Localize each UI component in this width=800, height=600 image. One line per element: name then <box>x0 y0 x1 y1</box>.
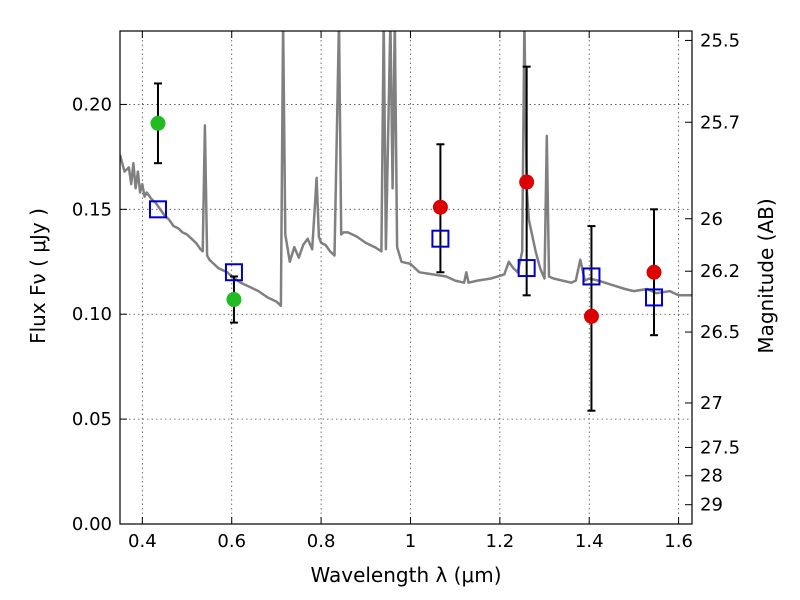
model-photometry-square <box>431 229 450 248</box>
red-data-point <box>432 199 448 215</box>
x-tick-label: 0.4 <box>128 531 157 552</box>
grid-lines <box>120 31 692 525</box>
green-data-point <box>150 115 166 131</box>
model-photometry-square <box>645 288 664 307</box>
model-photometry-square <box>224 263 243 282</box>
model-photometry-square <box>517 259 536 278</box>
x-axis-label: Wavelength λ (μm) <box>310 563 501 587</box>
right-axis-label: Magnitude (AB) <box>754 198 778 353</box>
x-tick-label: 1 <box>405 531 416 552</box>
x-tick-label: 0.6 <box>217 531 246 552</box>
red-data-point <box>646 264 662 280</box>
plot-area <box>120 31 692 412</box>
right-tick-label: 26 <box>700 209 723 230</box>
model-photometry-square <box>148 200 167 219</box>
x-tick-label: 1.2 <box>486 531 515 552</box>
y-tick-label: 0.05 <box>72 409 112 430</box>
green-data-point <box>226 292 242 308</box>
x-tick-label: 1.4 <box>575 531 604 552</box>
right-tick-label: 27.5 <box>700 437 740 458</box>
right-tick-label: 26.2 <box>700 261 740 282</box>
right-tick-label: 29 <box>700 495 723 516</box>
y-axis-label: Flux Fν ( μJy ) <box>26 208 50 344</box>
right-tick-label: 26.5 <box>700 322 740 343</box>
y-tick-label: 0.00 <box>72 514 112 535</box>
right-tick-label: 25.7 <box>700 112 740 133</box>
model-photometry-square <box>582 267 601 286</box>
y-tick-label: 0.20 <box>72 94 112 115</box>
y-tick-label: 0.15 <box>72 199 112 220</box>
plot-frame <box>119 30 693 525</box>
right-tick-label: 25.5 <box>700 30 740 51</box>
right-tick-label: 28 <box>700 466 723 487</box>
y-tick-label: 0.10 <box>72 304 112 325</box>
red-data-point <box>583 308 599 324</box>
red-data-point <box>519 174 535 190</box>
right-tick-label: 27 <box>700 393 723 414</box>
model-spectrum-line <box>120 31 692 308</box>
y-axis: 0.00 0.05 0.10 0.15 0.20 <box>72 94 127 535</box>
x-axis: 0.4 0.6 0.8 1 1.2 1.4 1.6 <box>128 31 693 552</box>
x-tick-label: 1.6 <box>664 531 693 552</box>
x-tick-label: 0.8 <box>307 531 336 552</box>
right-magnitude-axis: 25.5 25.7 26 26.2 26.5 27 27.5 28 29 <box>685 30 740 516</box>
